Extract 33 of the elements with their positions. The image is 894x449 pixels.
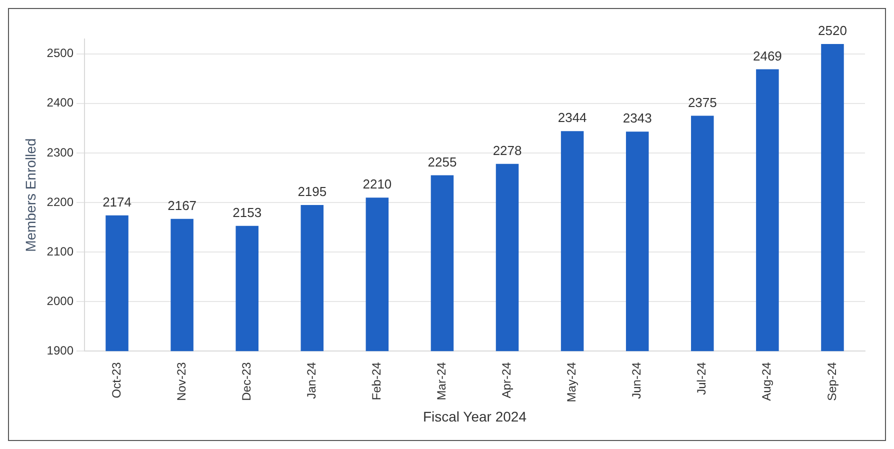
data-label: 2343: [622, 110, 652, 126]
data-label: 2278: [492, 142, 522, 158]
x-tick-label: Jan-24: [304, 362, 318, 399]
x-tick-label: Apr-24: [500, 362, 514, 398]
data-label: 2344: [558, 110, 587, 126]
data-label: 2167: [168, 198, 197, 213]
y-tick-label: 1900: [46, 344, 74, 358]
x-tick-label: Jun-24: [630, 362, 644, 399]
y-tick-label: 2000: [46, 294, 74, 308]
x-tick-label: May-24: [564, 362, 579, 402]
y-tick-label: 2500: [46, 46, 74, 60]
x-tick-label: Aug-24: [760, 362, 774, 401]
x-tick-label: Mar-24: [434, 362, 449, 400]
x-tick-label: Dec-23: [239, 362, 254, 401]
data-label: 2375: [688, 94, 717, 110]
x-axis-title: Fiscal Year 2024: [422, 408, 527, 424]
y-tick-label: 2400: [46, 96, 74, 110]
x-tick-label: Oct-23: [109, 362, 124, 398]
y-axis-title: Members Enrolled: [22, 138, 38, 252]
data-label: 2210: [362, 176, 392, 192]
x-tick-label: Nov-23: [174, 362, 188, 401]
y-tick-label: 2200: [46, 194, 74, 209]
data-label: 2153: [232, 204, 262, 220]
x-tick-label: Sep-24: [824, 362, 839, 401]
data-label: 2255: [428, 154, 457, 170]
data-label: 2469: [752, 48, 782, 64]
data-label: 2195: [298, 184, 327, 200]
y-tick-label: 2300: [46, 145, 74, 160]
y-tick-label: 2100: [46, 244, 74, 258]
data-label: 2174: [102, 194, 132, 210]
data-label: 2520: [818, 23, 847, 38]
x-tick-label: Feb-24: [369, 362, 384, 400]
x-tick-label: Jul-24: [694, 362, 709, 395]
